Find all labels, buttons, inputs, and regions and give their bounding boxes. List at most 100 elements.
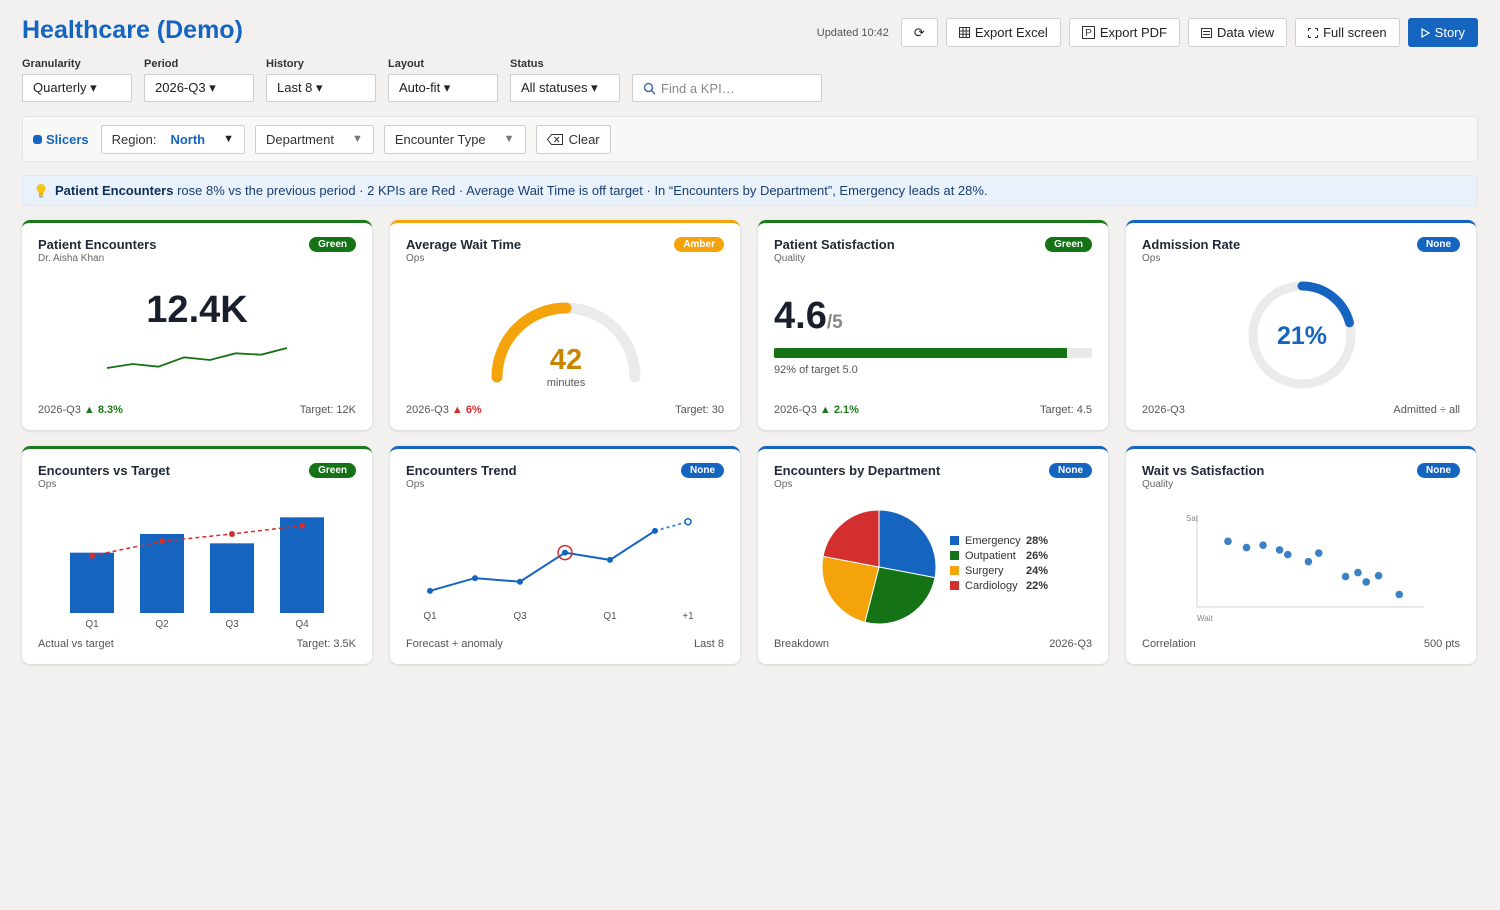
card-footer-left: Breakdown <box>774 638 830 650</box>
clear-label: Clear <box>568 131 600 147</box>
legend-swatch <box>950 536 959 545</box>
region-value: North <box>170 131 206 147</box>
card-title: Encounters by Department <box>774 463 941 478</box>
x-tick-label: Q1 <box>603 611 617 622</box>
slicer-bar: Slicers Region: North ▼ Department ▼ Enc… <box>22 116 1478 162</box>
legend-value: 24% <box>1026 565 1048 577</box>
donut-value: 21% <box>1277 322 1327 350</box>
data-point[interactable] <box>472 575 478 582</box>
delta-value: ▲ 6% <box>451 404 482 416</box>
scatter-point[interactable] <box>1304 557 1313 566</box>
x-tick-label: Q2 <box>155 619 169 630</box>
pie-slice[interactable] <box>864 566 936 625</box>
card-footer-left: Correlation <box>1142 638 1196 650</box>
bar[interactable] <box>210 543 254 613</box>
period-select[interactable]: 2026-Q3 ▾ <box>144 74 254 102</box>
story-label: Story <box>1434 25 1465 40</box>
full-screen-button[interactable]: Full screen <box>1295 18 1400 47</box>
scatter-point[interactable] <box>1354 568 1362 577</box>
legend-label: Outpatient <box>965 550 1016 562</box>
scatter-point[interactable] <box>1259 541 1267 550</box>
chart-card-encounters-by-department[interactable]: Encounters by Department Ops None Emerge… <box>758 446 1108 664</box>
region-slicer[interactable]: Region: North ▼ <box>100 124 246 154</box>
encounter-type-slicer[interactable]: Encounter Type ▼ <box>383 124 526 154</box>
filter-label: Layout <box>388 58 425 70</box>
story-button[interactable]: Story <box>1407 18 1478 47</box>
x-tick-label: Q4 <box>295 619 309 630</box>
data-view-button[interactable]: Data view <box>1188 18 1288 47</box>
card-subtitle: Ops <box>406 479 425 490</box>
legend-value: 28% <box>1026 535 1048 547</box>
export-pdf-button[interactable]: P Export PDF <box>1068 18 1180 47</box>
data-point[interactable] <box>427 587 433 594</box>
card-subtitle: Ops <box>38 479 57 490</box>
granularity-select[interactable]: Quarterly ▾ <box>22 74 132 102</box>
slicers-label: Slicers <box>46 131 89 147</box>
scatter-point[interactable] <box>1341 572 1350 581</box>
refresh-button[interactable]: ⟳ <box>900 18 938 47</box>
kpi-search-input[interactable]: Find a KPI… <box>632 74 822 102</box>
kpi-card-admission-rate[interactable]: Admission Rate Ops None 21% 2026-Q3 Admi… <box>1126 220 1476 430</box>
card-title: Encounters Trend <box>406 463 517 478</box>
target-point <box>299 522 305 529</box>
data-point[interactable] <box>562 549 568 556</box>
status-select[interactable]: All statuses ▾ <box>510 74 620 102</box>
filter-label: History <box>266 58 304 70</box>
kpi-card-average-wait-time[interactable]: Average Wait Time Ops Amber 42 minutes 2… <box>390 220 740 430</box>
kpi-value: 12.4K <box>146 289 248 331</box>
card-footer-right: Target: 3.5K <box>296 638 356 650</box>
toolbar: Updated 10:42 ⟳ Export Excel P Export PD… <box>817 18 1478 47</box>
scatter-point[interactable] <box>1395 590 1404 599</box>
gauge-unit: minutes <box>547 377 586 389</box>
data-point[interactable] <box>517 578 523 585</box>
trend-line <box>429 529 656 592</box>
export-excel-button[interactable]: Export Excel <box>945 18 1061 47</box>
kpi-card-patient-satisfaction[interactable]: Patient Satisfaction Quality Green 4.6/5… <box>758 220 1108 430</box>
status-badge: Green <box>309 463 356 478</box>
scatter-point[interactable] <box>1374 571 1383 580</box>
scatter-point[interactable] <box>1224 537 1232 546</box>
card-title: Admission Rate <box>1142 237 1241 252</box>
history-select[interactable]: Last 8 ▾ <box>266 74 376 102</box>
data-view-label: Data view <box>1217 25 1275 40</box>
card-footer-right: 2026-Q3 <box>1049 638 1092 650</box>
legend-swatch <box>950 551 959 560</box>
chart-card-encounters-trend[interactable]: Encounters Trend Ops None Q1 Q3 Q1 +1 Forec… <box>390 446 740 664</box>
scatter-point[interactable] <box>1284 550 1292 559</box>
target-line <box>91 524 303 557</box>
legend-label: Surgery <box>965 565 1004 577</box>
layout-select[interactable]: Auto-fit ▾ <box>388 74 498 102</box>
play-icon <box>1421 27 1430 38</box>
scatter-point[interactable] <box>1275 546 1284 554</box>
pie-slice[interactable] <box>878 509 937 579</box>
target-label: Target: 4.5 <box>1040 404 1092 416</box>
scatter-point[interactable] <box>1314 549 1323 557</box>
bar[interactable] <box>70 552 114 613</box>
chart-card-wait-vs-satisfaction[interactable]: Wait vs Satisfaction Quality None Sat Wai… <box>1126 446 1476 664</box>
pie-slice[interactable] <box>822 509 880 568</box>
slicers-title: Slicers <box>33 132 89 147</box>
bar[interactable] <box>280 517 324 613</box>
chart-card-encounters-vs-target[interactable]: Encounters vs Target Ops Green Q1 Q2 Q3 Q4 … <box>22 446 372 664</box>
filter-granularity: Granularity Quarterly ▾ <box>22 58 132 102</box>
legend-label: Cardiology <box>965 580 1018 592</box>
insight-message: rose 8% vs the previous period · 2 KPIs … <box>173 183 988 198</box>
target-label: Target: 12K <box>299 404 356 416</box>
x-tick-label: Q3 <box>225 619 239 630</box>
table-icon <box>958 27 970 38</box>
forecast-point[interactable] <box>684 517 692 526</box>
data-point[interactable] <box>607 556 613 563</box>
clear-slicers-button[interactable]: Clear <box>535 124 611 154</box>
kpi-card-patient-encounters[interactable]: Patient Encounters Dr. Aisha Khan Green … <box>22 220 372 430</box>
card-footer-left: 2026-Q3 ▲ 2.1% <box>774 404 859 416</box>
forecast-line <box>654 520 689 532</box>
bar[interactable] <box>140 533 184 613</box>
export-pdf-label: Export PDF <box>1099 25 1167 40</box>
scatter-point[interactable] <box>1242 543 1251 552</box>
progress-bar <box>774 348 1092 358</box>
pie-slice[interactable] <box>821 555 880 623</box>
scatter-point[interactable] <box>1362 578 1371 586</box>
department-slicer[interactable]: Department ▼ <box>255 124 374 154</box>
anomaly-marker[interactable] <box>557 544 573 561</box>
insight-text: Patient Encounters rose 8% vs the previo… <box>55 183 988 198</box>
